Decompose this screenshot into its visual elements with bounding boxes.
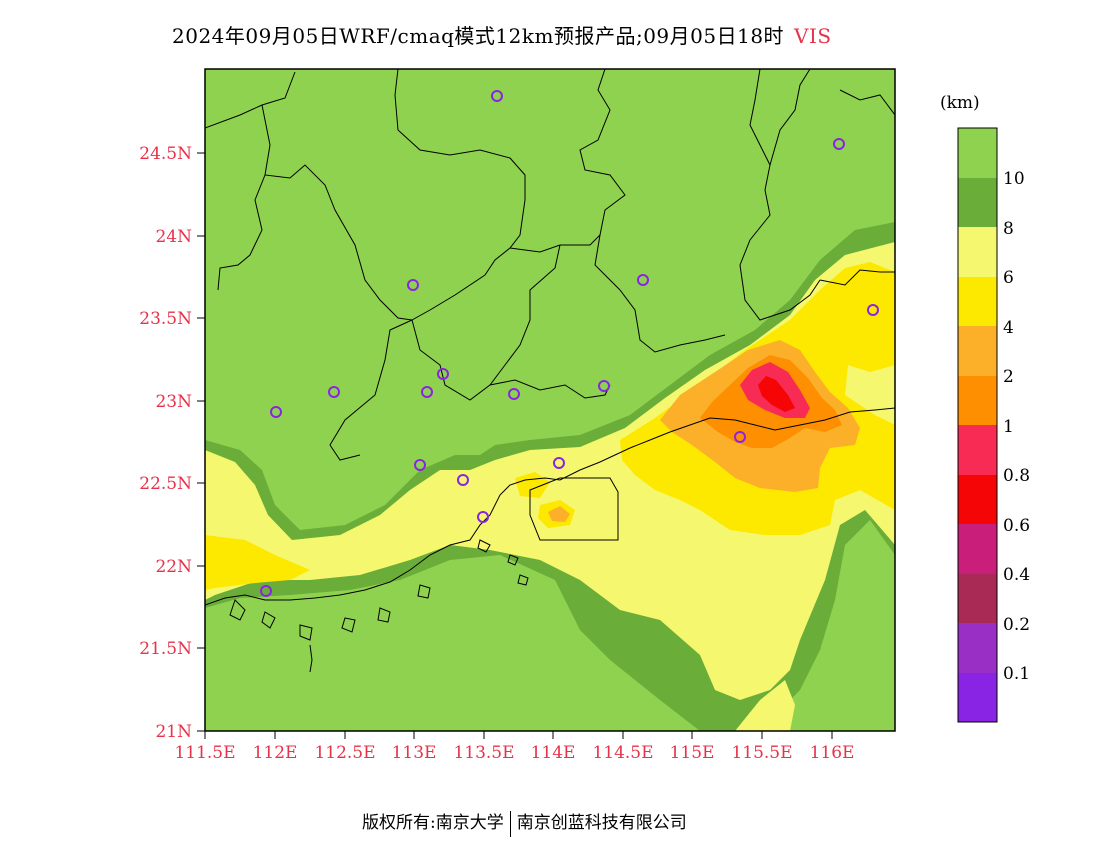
axis-ticks — [197, 152, 833, 739]
legend-label: 1 — [1003, 417, 1014, 437]
city-marker — [414, 459, 426, 471]
legend-swatch — [958, 524, 997, 574]
lon-label: 114E — [531, 743, 576, 763]
legend-swatch — [958, 623, 997, 673]
legend-swatch — [958, 326, 997, 376]
legend-color-bar — [958, 128, 997, 722]
lat-labels: 24.5N 24N 23.5N 23N 22.5N 22N 21.5N 21N — [139, 144, 192, 742]
city-marker — [508, 388, 520, 400]
lat-label: 23.5N — [139, 309, 192, 329]
city-marker — [407, 279, 419, 291]
lat-label: 21N — [155, 722, 192, 742]
legend-swatch — [958, 673, 997, 722]
legend-label: 0.6 — [1003, 516, 1030, 536]
lat-label: 21.5N — [139, 639, 192, 659]
footer-divider — [509, 810, 511, 837]
map-title: 2024年09月05日WRF/cmaq模式12km预报产品;09月05日18时 V… — [172, 20, 832, 49]
city-marker — [833, 138, 845, 150]
lon-labels: 111.5E 112E 112.5E 113E 113.5E 114E 114.… — [174, 743, 854, 763]
legend-label: 8 — [1003, 219, 1014, 239]
lat-label: 24.5N — [139, 144, 192, 164]
lon-label: 115.5E — [731, 743, 792, 763]
city-marker — [421, 386, 433, 398]
city-marker — [734, 431, 746, 443]
vis-band-6km-south — [735, 680, 795, 731]
city-marker — [260, 585, 272, 597]
lon-label: 112.5E — [314, 743, 375, 763]
legend-swatch — [958, 277, 997, 326]
legend-swatch — [958, 128, 997, 178]
city-marker — [457, 474, 469, 486]
city-marker — [437, 368, 449, 380]
legend-label: 0.8 — [1003, 466, 1030, 486]
legend-label: 0.4 — [1003, 565, 1030, 585]
legend-swatch — [958, 574, 997, 623]
lon-label: 112E — [253, 743, 298, 763]
city-marker — [553, 457, 565, 469]
legend-swatch — [958, 475, 997, 524]
city-marker — [491, 90, 503, 102]
boundaries — [205, 69, 895, 673]
city-marker — [328, 386, 340, 398]
legend-swatch — [958, 178, 997, 227]
lat-label: 24N — [155, 227, 192, 247]
legend-label: 0.2 — [1003, 615, 1030, 635]
lon-label: 113E — [392, 743, 437, 763]
legend-label: 0.1 — [1003, 664, 1030, 684]
vis-band-2km-small — [548, 506, 570, 522]
city-marker — [477, 511, 489, 523]
legend-frame — [957, 127, 998, 723]
legend-label: 4 — [1003, 318, 1014, 338]
copyright-footer: 版权所有:南京大学 南京创蓝科技有限公司 — [362, 808, 687, 837]
footer-copyright: 版权所有:南京大学 — [362, 813, 504, 833]
lat-label: 22.5N — [139, 474, 192, 494]
legend-unit: (km) — [940, 93, 980, 113]
lon-label: 116E — [810, 743, 855, 763]
city-marker — [598, 380, 610, 392]
lon-label: 111.5E — [174, 743, 235, 763]
legend-swatch — [958, 227, 997, 277]
vis-band-4km-west — [205, 535, 310, 590]
lon-label: 114.5E — [592, 743, 653, 763]
legend-label: 10 — [1003, 169, 1025, 189]
lat-label: 23N — [155, 392, 192, 412]
legend-swatch — [958, 425, 997, 475]
vis-band-0-6km — [758, 376, 795, 412]
legend: (km) 10 8 6 4 2 — [940, 93, 1030, 723]
title-variable: VIS — [794, 24, 832, 48]
lat-label: 22N — [155, 557, 192, 577]
city-marker — [270, 406, 282, 418]
footer-company: 南京创蓝科技有限公司 — [516, 813, 687, 833]
vis-band-6km — [205, 242, 895, 700]
lon-label: 113.5E — [453, 743, 514, 763]
city-markers — [260, 90, 879, 597]
legend-swatch — [958, 376, 997, 425]
legend-label: 2 — [1003, 367, 1014, 387]
lon-label: 115E — [670, 743, 715, 763]
map-area — [205, 69, 895, 731]
city-marker — [637, 274, 649, 286]
city-marker — [867, 304, 879, 316]
legend-labels: 10 8 6 4 2 1 0.8 0.6 0.4 0.2 0.1 — [1003, 169, 1030, 684]
legend-label: 6 — [1003, 268, 1014, 288]
map-frame — [204, 68, 896, 732]
title-text: 2024年09月05日WRF/cmaq模式12km预报产品;09月05日18时 — [172, 24, 785, 48]
